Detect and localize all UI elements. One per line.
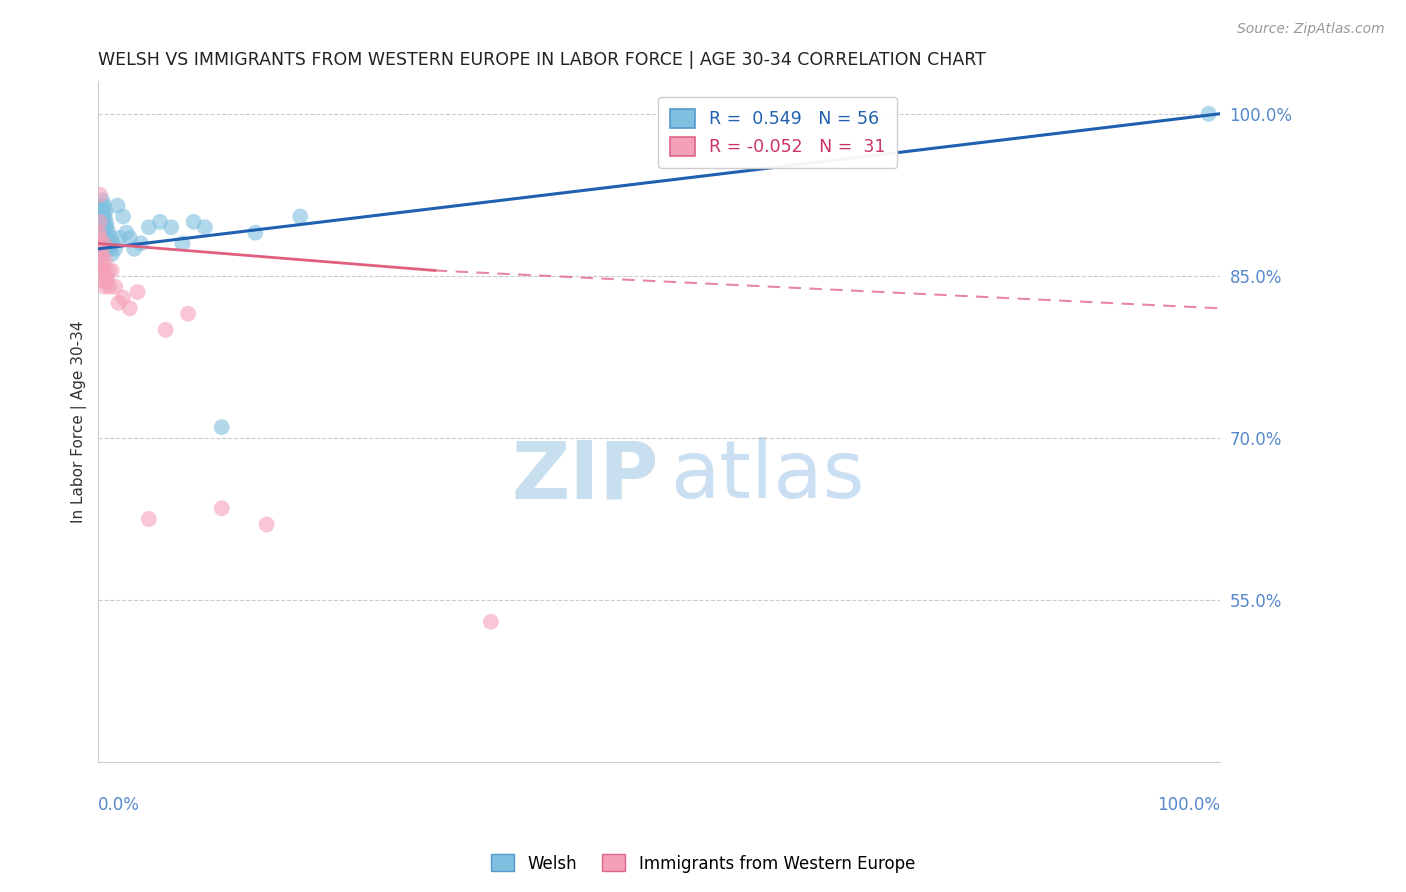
Point [138, 220, 160, 235]
Point [90, 252, 112, 267]
Point [138, 512, 160, 526]
Point [107, 296, 129, 310]
Point [479, 615, 502, 629]
Point [108, 231, 131, 245]
Point [90, 247, 112, 261]
Point [89, 187, 111, 202]
Point [96, 268, 118, 283]
Point [89, 236, 111, 251]
Point [93, 279, 115, 293]
Text: 0.0%: 0.0% [98, 797, 141, 814]
Point [129, 236, 152, 251]
Point [94, 215, 117, 229]
Point [91, 258, 114, 272]
Point [90, 263, 112, 277]
Point [89, 236, 111, 251]
Point [91, 193, 114, 207]
Point [94, 231, 117, 245]
Point [127, 285, 149, 299]
Point [94, 204, 117, 219]
Point [211, 420, 233, 434]
Point [90, 215, 112, 229]
Point [101, 236, 124, 251]
Point [115, 226, 138, 240]
Point [91, 210, 114, 224]
Point [122, 242, 145, 256]
Point [149, 215, 172, 229]
Point [90, 210, 112, 224]
Point [89, 231, 111, 245]
Point [89, 231, 111, 245]
Point [101, 263, 124, 277]
Point [94, 220, 117, 235]
Point [104, 279, 127, 293]
Point [107, 199, 129, 213]
Point [160, 220, 183, 235]
Y-axis label: In Labor Force | Age 30-34: In Labor Force | Age 30-34 [72, 320, 87, 523]
Point [96, 231, 118, 245]
Point [93, 210, 115, 224]
Point [90, 231, 112, 245]
Point [87, 226, 110, 240]
Point [91, 220, 114, 235]
Point [101, 247, 124, 261]
Point [97, 263, 120, 277]
Point [91, 204, 114, 219]
Point [172, 236, 194, 251]
Point [96, 220, 118, 235]
Point [93, 274, 115, 288]
Point [183, 215, 205, 229]
Point [87, 242, 110, 256]
Point [111, 291, 134, 305]
Point [96, 274, 118, 288]
Point [93, 199, 115, 213]
Point [104, 242, 127, 256]
Text: ZIP: ZIP [512, 437, 659, 516]
Point [245, 226, 267, 240]
Point [90, 220, 112, 235]
Legend: R =  0.549   N = 56, R = -0.052   N =  31: R = 0.549 N = 56, R = -0.052 N = 31 [658, 97, 897, 169]
Point [94, 252, 117, 267]
Point [90, 242, 112, 256]
Point [89, 215, 111, 229]
Point [177, 307, 200, 321]
Point [256, 517, 278, 532]
Point [211, 501, 233, 516]
Point [89, 242, 111, 256]
Point [98, 279, 121, 293]
Text: atlas: atlas [671, 437, 865, 516]
Point [93, 226, 115, 240]
Point [97, 242, 120, 256]
Point [155, 323, 177, 337]
Point [89, 226, 111, 240]
Point [194, 220, 217, 235]
Point [98, 236, 121, 251]
Point [111, 210, 134, 224]
Point [90, 199, 112, 213]
Point [290, 210, 312, 224]
Point [89, 236, 111, 251]
Point [97, 226, 120, 240]
Point [96, 236, 118, 251]
Point [90, 204, 112, 219]
Point [1198, 107, 1220, 121]
Point [89, 247, 111, 261]
Text: WELSH VS IMMIGRANTS FROM WESTERN EUROPE IN LABOR FORCE | AGE 30-34 CORRELATION C: WELSH VS IMMIGRANTS FROM WESTERN EUROPE … [98, 51, 986, 69]
Point [118, 301, 141, 316]
Point [93, 215, 115, 229]
Point [93, 236, 115, 251]
Text: 100.0%: 100.0% [1157, 797, 1220, 814]
Point [91, 226, 114, 240]
Point [98, 242, 121, 256]
Legend: Welsh, Immigrants from Western Europe: Welsh, Immigrants from Western Europe [484, 847, 922, 880]
Point [93, 236, 115, 251]
Point [94, 236, 117, 251]
Point [118, 231, 141, 245]
Text: Source: ZipAtlas.com: Source: ZipAtlas.com [1237, 22, 1385, 37]
Point [100, 231, 122, 245]
Point [91, 263, 114, 277]
